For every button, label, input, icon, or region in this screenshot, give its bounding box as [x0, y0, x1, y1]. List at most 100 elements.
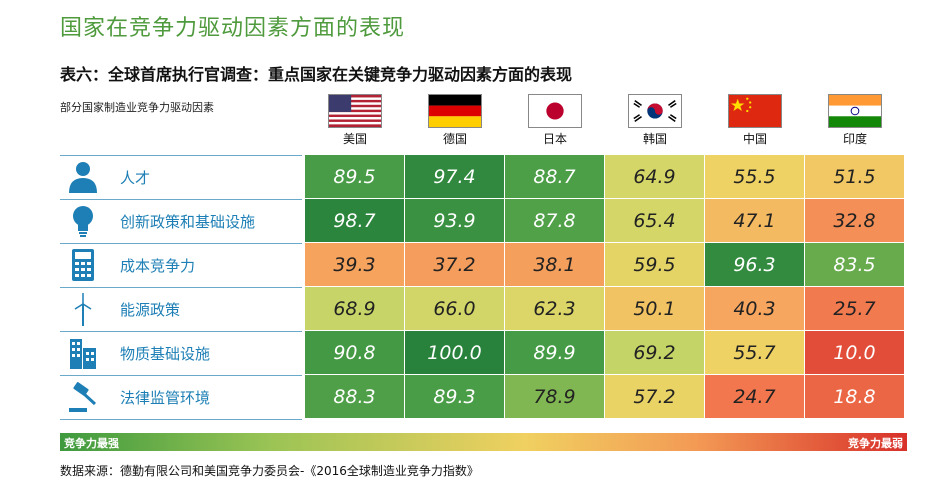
row-divider [60, 243, 302, 244]
heatmap-value: 40.3 [733, 297, 776, 320]
country-label: 韩国 [642, 132, 667, 146]
india-flag-icon [828, 94, 882, 128]
heatmap-cell: 55.7 [705, 331, 805, 375]
heatmap-value: 18.8 [833, 385, 876, 408]
heatmap-value: 68.9 [333, 297, 376, 320]
heatmap-cell: 96.3 [705, 243, 805, 287]
heatmap-value: 96.3 [733, 253, 776, 276]
heatmap-value: 90.8 [333, 341, 376, 364]
heatmap-cell: 39.3 [305, 243, 405, 287]
heatmap-cell: 98.7 [305, 199, 405, 243]
row-label-infrastructure: 物质基础设施 [60, 331, 302, 375]
heatmap-cell: 65.4 [605, 199, 705, 243]
heatmap-cell: 18.8 [805, 375, 905, 419]
heatmap-value: 57.2 [633, 385, 676, 408]
heatmap-value: 88.7 [533, 165, 576, 188]
row-label-innovation: 创新政策和基础设施 [60, 199, 302, 243]
heatmap-cell: 50.1 [605, 287, 705, 331]
heatmap-cell: 25.7 [805, 287, 905, 331]
heatmap-value: 10.0 [833, 341, 876, 364]
heatmap-value: 69.2 [633, 341, 676, 364]
legend-strongest: 竞争力最强 [64, 437, 119, 450]
row-label-talent: 人才 [60, 155, 302, 199]
heatmap-cell: 100.0 [405, 331, 505, 375]
heatmap-value: 89.3 [433, 385, 476, 408]
calculator-icon [72, 249, 94, 281]
heatmap-cell: 66.0 [405, 287, 505, 331]
heatmap-cell: 32.8 [805, 199, 905, 243]
country-label: 德国 [442, 132, 467, 146]
heatmap-cell: 51.5 [805, 155, 905, 199]
heatmap-value: 83.5 [833, 253, 876, 276]
heatmap-cell: 93.9 [405, 199, 505, 243]
heatmap-value: 78.9 [533, 385, 576, 408]
country-label: 美国 [342, 132, 367, 146]
gavel-icon [69, 382, 97, 412]
heatmap-cell: 64.9 [605, 155, 705, 199]
heatmap-cell: 69.2 [605, 331, 705, 375]
heatmap-cell: 97.4 [405, 155, 505, 199]
heatmap-cell: 57.2 [605, 375, 705, 419]
country-china: 中国 [705, 94, 805, 147]
row-label-legal: 法律监管环境 [60, 375, 302, 419]
country-korea: 韩国 [605, 94, 705, 147]
china-flag-icon [728, 94, 782, 128]
heatmap-cell: 47.1 [705, 199, 805, 243]
heatmap-value: 50.1 [633, 297, 676, 320]
row-label-energy: 能源政策 [60, 287, 302, 331]
source-note: 数据来源：德勤有限公司和美国竞争力委员会-《2016全球制造业竞争力指数》 [60, 464, 479, 478]
heatmap-value: 39.3 [333, 253, 376, 276]
heatmap-cell: 37.2 [405, 243, 505, 287]
heatmap-value: 65.4 [633, 209, 676, 232]
wind-turbine-icon [74, 293, 92, 326]
usa-flag-icon [328, 94, 382, 128]
heatmap-value: 89.5 [333, 165, 376, 188]
heatmap-value: 55.7 [733, 341, 776, 364]
heatmap-value: 98.7 [333, 209, 376, 232]
row-label-text: 物质基础设施 [120, 345, 211, 363]
legend-weakest: 竞争力最弱 [848, 437, 903, 450]
row-divider [60, 155, 302, 156]
heatmap-value: 88.3 [333, 385, 376, 408]
heatmap-value: 62.3 [533, 297, 576, 320]
japan-flag-icon [528, 94, 582, 128]
heatmap-cell: 89.9 [505, 331, 605, 375]
factor-header: 部分国家制造业竞争力驱动因素 [60, 101, 214, 114]
heatmap-cell: 90.8 [305, 331, 405, 375]
heatmap-cell: 24.7 [705, 375, 805, 419]
germany-flag-icon [428, 94, 482, 128]
color-scale-bar: 竞争力最强 竞争力最弱 [60, 433, 907, 451]
row-divider [60, 331, 302, 332]
heatmap-cell: 87.8 [505, 199, 605, 243]
heatmap-value: 59.5 [633, 253, 676, 276]
heatmap-cell: 83.5 [805, 243, 905, 287]
lightbulb-icon [73, 206, 93, 237]
heatmap-cell: 78.9 [505, 375, 605, 419]
heatmap-cell: 88.7 [505, 155, 605, 199]
row-label-text: 能源政策 [120, 301, 181, 319]
heatmap-value: 66.0 [433, 297, 476, 320]
heatmap-cell: 89.3 [405, 375, 505, 419]
row-label-cost: 成本竞争力 [60, 243, 302, 287]
row-divider [60, 199, 302, 200]
heatmap-value: 38.1 [533, 253, 576, 276]
korea-flag-icon [628, 94, 682, 128]
country-label: 日本 [542, 132, 567, 146]
heatmap-grid: 89.5 97.4 88.7 64.9 55.5 51.5 98.7 93.9 87.8 65.4… [305, 155, 907, 419]
heatmap-cell: 59.5 [605, 243, 705, 287]
heatmap-cell: 38.1 [505, 243, 605, 287]
heatmap-cell: 88.3 [305, 375, 405, 419]
heatmap-cell: 10.0 [805, 331, 905, 375]
heatmap-value: 51.5 [833, 165, 876, 188]
row-divider [60, 375, 302, 376]
heatmap-value: 100.0 [427, 341, 482, 364]
heatmap-value: 97.4 [433, 165, 476, 188]
page-title: 国家在竞争力驱动因素方面的表现 [60, 16, 406, 41]
country-japan: 日本 [505, 94, 605, 147]
row-label-text: 创新政策和基础设施 [120, 213, 256, 231]
heatmap-value: 64.9 [633, 165, 676, 188]
heatmap-value: 55.5 [733, 165, 776, 188]
row-divider [60, 287, 302, 288]
row-label-text: 成本竞争力 [120, 257, 196, 275]
heatmap-value: 37.2 [433, 253, 476, 276]
